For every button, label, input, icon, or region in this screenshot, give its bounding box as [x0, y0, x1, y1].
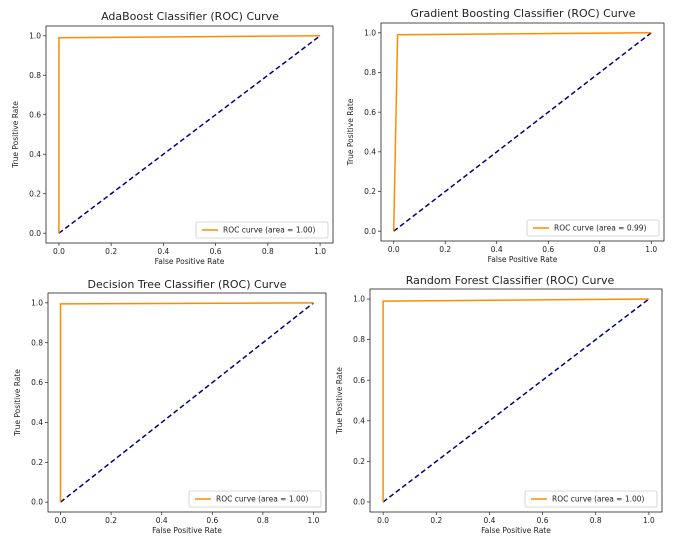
x-tick-label: 0.2	[105, 247, 117, 256]
x-tick-label: 0.4	[491, 245, 503, 254]
x-axis-label: False Positive Rate	[155, 257, 225, 266]
y-tick-label: 0.0	[353, 498, 365, 507]
y-tick-label: 0.8	[353, 335, 365, 344]
y-tick-label: 0.8	[364, 68, 376, 77]
y-tick-label: 0.2	[29, 189, 41, 198]
legend-box	[188, 490, 322, 508]
roc-curve-line	[392, 32, 652, 232]
x-tick-label: 0.4	[483, 516, 495, 525]
legend-label: ROC curve (area = 1.00)	[223, 226, 316, 235]
x-tick-label: 0.6	[537, 516, 549, 525]
roc-chart-2: Gradient Boosting Classifier (ROC) Curve…	[346, 7, 665, 264]
y-tick-label: 0.4	[364, 147, 376, 156]
x-tick-label: 0.6	[542, 245, 554, 254]
y-tick-label: 0.0	[31, 498, 43, 507]
x-tick-label: 0.8	[262, 247, 274, 256]
y-tick-label: 1.0	[31, 298, 43, 307]
legend-box	[195, 221, 329, 239]
roc-curve-line	[59, 302, 314, 503]
x-tick-label: 0.8	[590, 516, 602, 525]
y-tick-label: 0.6	[31, 378, 43, 387]
legend-label: ROC curve (area = 1.00)	[552, 495, 645, 504]
y-tick-label: 0.6	[353, 376, 365, 385]
y-tick-label: 0.2	[31, 458, 43, 467]
legend: ROC curve (area = 0.99)	[526, 219, 660, 237]
x-tick-label: 0.2	[430, 516, 442, 525]
plot-frame	[369, 288, 663, 513]
y-axis-label: True Positive Rate	[11, 101, 20, 169]
plot-frame	[380, 22, 665, 242]
x-tick-label: 0.0	[53, 247, 65, 256]
x-tick-label: 0.0	[377, 516, 389, 525]
chart-title: Gradient Boosting Classifier (ROC) Curve	[410, 7, 635, 20]
x-axis-label: False Positive Rate	[481, 526, 551, 535]
x-tick-label: 1.0	[645, 245, 657, 254]
roc-curve-line	[58, 35, 321, 234]
legend: ROC curve (area = 1.00)	[188, 490, 322, 508]
y-tick-label: 1.0	[353, 295, 365, 304]
roc-chart-4: Random Forest Classifier (ROC) Curve 0.0 0…	[335, 274, 663, 535]
y-tick-label: 0.4	[31, 418, 43, 427]
plot-frame	[45, 25, 334, 244]
y-tick-label: 0.6	[29, 110, 41, 119]
chart-title: Random Forest Classifier (ROC) Curve	[406, 274, 615, 287]
chance-diagonal-line	[58, 35, 321, 234]
x-tick-label: 1.0	[643, 516, 655, 525]
y-axis-label: True Positive Rate	[346, 98, 355, 166]
plot-frame	[47, 292, 327, 513]
y-tick-label: 0.2	[353, 457, 365, 466]
x-tick-label: 0.2	[439, 245, 451, 254]
x-tick-label: 0.0	[388, 245, 400, 254]
legend-box	[526, 219, 660, 237]
chance-diagonal-line	[60, 302, 314, 503]
chance-diagonal-line	[382, 298, 650, 503]
x-tick-label: 0.8	[257, 516, 269, 525]
x-tick-label: 0.2	[105, 516, 117, 525]
y-tick-label: 0.4	[353, 416, 365, 425]
y-axis-label: True Positive Rate	[13, 369, 22, 437]
roc-chart-3: Decision Tree Classifier (ROC) Curve 0.0 0…	[13, 278, 327, 535]
legend: ROC curve (area = 1.00)	[524, 490, 658, 508]
y-tick-label: 0.4	[29, 150, 41, 159]
chart-title: Decision Tree Classifier (ROC) Curve	[88, 278, 287, 291]
x-tick-label: 0.8	[594, 245, 606, 254]
y-tick-label: 0.0	[364, 227, 376, 236]
legend-box	[524, 490, 658, 508]
x-tick-label: 0.6	[210, 247, 222, 256]
chance-diagonal-line	[393, 32, 652, 232]
y-tick-label: 0.8	[31, 338, 43, 347]
x-tick-label: 0.4	[156, 516, 168, 525]
roc-curve-line	[382, 298, 649, 502]
y-tick-label: 0.0	[29, 229, 41, 238]
legend: ROC curve (area = 1.00)	[195, 221, 329, 239]
x-axis-label: False Positive Rate	[152, 526, 222, 535]
x-tick-label: 0.0	[55, 516, 67, 525]
chart-title: AdaBoost Classifier (ROC) Curve	[101, 10, 279, 23]
x-tick-label: 0.6	[206, 516, 218, 525]
x-axis-label: False Positive Rate	[488, 255, 558, 264]
legend-label: ROC curve (area = 0.99)	[554, 224, 647, 233]
y-tick-label: 0.8	[29, 71, 41, 80]
roc-chart-1: AdaBoost Classifier (ROC) Curve 0.0 0.2 0.4…	[11, 10, 334, 266]
x-tick-label: 1.0	[308, 516, 320, 525]
y-tick-label: 1.0	[29, 31, 41, 40]
x-tick-label: 0.4	[157, 247, 169, 256]
legend-label: ROC curve (area = 1.00)	[216, 495, 309, 504]
x-tick-label: 1.0	[314, 247, 326, 256]
y-tick-label: 0.6	[364, 108, 376, 117]
y-axis-label: True Positive Rate	[335, 367, 344, 435]
y-tick-label: 0.2	[364, 187, 376, 196]
y-tick-label: 1.0	[364, 28, 376, 37]
